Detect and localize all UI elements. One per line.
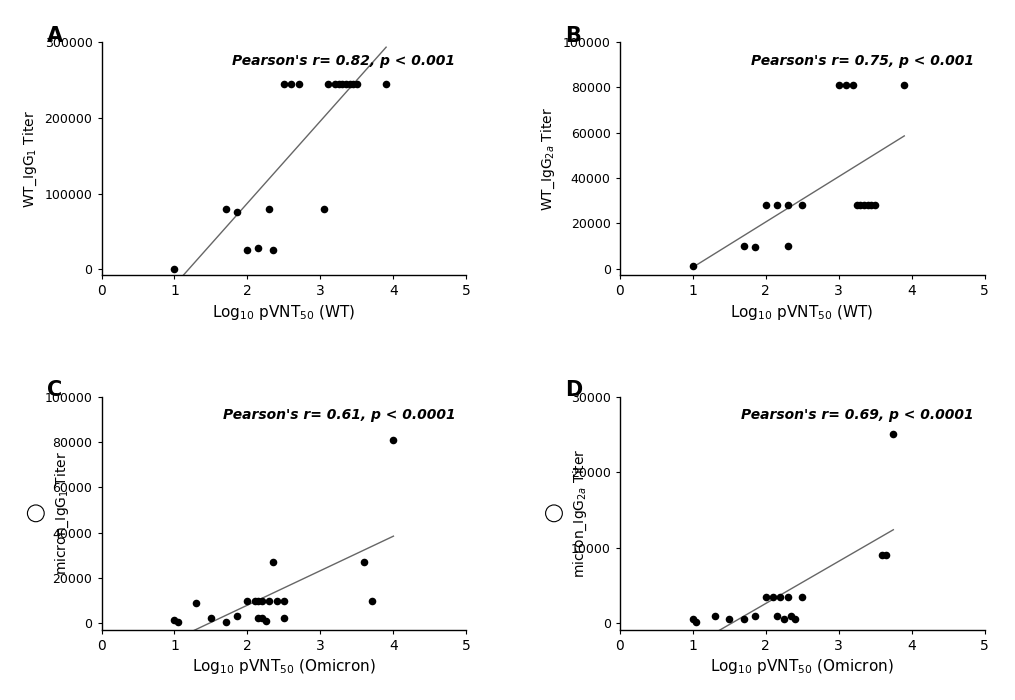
Point <box>378 78 394 90</box>
Point <box>247 595 263 606</box>
Point <box>757 592 773 603</box>
Text: D: D <box>565 380 583 400</box>
Text: Pearson's r= 0.75, p < 0.001: Pearson's r= 0.75, p < 0.001 <box>751 54 973 68</box>
Point <box>768 610 785 622</box>
Point <box>772 592 789 603</box>
Point <box>240 595 256 606</box>
Point <box>363 595 380 606</box>
Point <box>684 614 700 625</box>
Point <box>320 78 336 90</box>
Y-axis label: WT_IgG$_1$ Titer: WT_IgG$_1$ Titer <box>21 110 39 208</box>
Text: Pearson's r= 0.82, p < 0.001: Pearson's r= 0.82, p < 0.001 <box>232 54 456 68</box>
Point <box>251 242 267 253</box>
Point <box>764 592 781 603</box>
Point <box>896 79 912 90</box>
X-axis label: Log$_{10}$ pVNT$_{50}$ (Omicron): Log$_{10}$ pVNT$_{50}$ (Omicron) <box>192 657 376 676</box>
Point <box>240 245 256 256</box>
Point <box>228 611 245 622</box>
Point <box>203 612 219 623</box>
Point <box>845 79 862 90</box>
Point <box>316 203 332 214</box>
Point <box>261 595 277 606</box>
Point <box>747 610 763 622</box>
Point <box>341 78 357 90</box>
Point <box>867 199 883 211</box>
Point <box>170 617 186 628</box>
Point <box>860 199 876 211</box>
Point <box>188 597 204 608</box>
Point <box>228 207 245 218</box>
Point <box>736 240 752 251</box>
Point <box>217 203 233 214</box>
Point <box>349 78 365 90</box>
Point <box>265 245 281 256</box>
Point <box>265 556 281 568</box>
Text: Pearson's r= 0.69, p < 0.0001: Pearson's r= 0.69, p < 0.0001 <box>741 408 973 422</box>
Point <box>757 199 773 211</box>
Point <box>794 199 810 211</box>
Point <box>830 79 847 90</box>
Point <box>251 595 267 606</box>
Point <box>166 263 183 274</box>
Y-axis label: WT_IgG$_{2a}$ Titer: WT_IgG$_{2a}$ Titer <box>540 106 557 211</box>
Point <box>251 612 267 623</box>
Text: micron_IgG$_1$ Titer: micron_IgG$_1$ Titer <box>54 452 71 575</box>
Point <box>849 199 865 211</box>
X-axis label: Log$_{10}$ pVNT$_{50}$ (Omicron): Log$_{10}$ pVNT$_{50}$ (Omicron) <box>710 657 894 676</box>
Point <box>258 615 274 626</box>
Text: B: B <box>565 26 581 46</box>
Point <box>261 203 277 214</box>
Point <box>684 260 700 272</box>
Point <box>864 199 880 211</box>
Point <box>794 592 810 603</box>
Point <box>780 592 796 603</box>
X-axis label: Log$_{10}$ pVNT$_{50}$ (WT): Log$_{10}$ pVNT$_{50}$ (WT) <box>212 302 355 321</box>
Point <box>283 78 299 90</box>
Point <box>775 614 792 625</box>
Point <box>706 610 723 622</box>
Point <box>768 199 785 211</box>
Point <box>276 612 292 623</box>
Point <box>166 614 183 625</box>
Point <box>254 612 270 623</box>
Point <box>290 78 307 90</box>
Point <box>688 616 704 627</box>
Text: O: O <box>28 508 43 519</box>
Text: micron_IgG$_{2a}$ Titer: micron_IgG$_{2a}$ Titer <box>572 449 590 578</box>
Point <box>780 199 796 211</box>
Point <box>276 595 292 606</box>
Point <box>856 199 872 211</box>
Point <box>269 595 285 606</box>
Point <box>878 550 894 561</box>
Point <box>254 595 270 606</box>
Point <box>853 199 869 211</box>
Point <box>721 614 737 625</box>
Point <box>334 78 350 90</box>
Point <box>780 240 796 251</box>
Point <box>386 434 402 445</box>
Point <box>338 78 354 90</box>
Point <box>885 429 901 440</box>
Point <box>783 610 799 622</box>
Point <box>331 78 347 90</box>
Point <box>837 79 854 90</box>
Text: O: O <box>547 508 561 519</box>
Text: A: A <box>47 26 63 46</box>
Text: Pearson's r= 0.61, p < 0.0001: Pearson's r= 0.61, p < 0.0001 <box>223 408 456 422</box>
Point <box>356 556 373 568</box>
Point <box>327 78 343 90</box>
X-axis label: Log$_{10}$ pVNT$_{50}$ (WT): Log$_{10}$ pVNT$_{50}$ (WT) <box>731 302 874 321</box>
Point <box>787 614 803 625</box>
Text: C: C <box>47 380 62 400</box>
Point <box>345 78 361 90</box>
Point <box>736 614 752 625</box>
Point <box>874 550 890 561</box>
Point <box>217 617 233 628</box>
Point <box>276 78 292 90</box>
Point <box>747 241 763 253</box>
